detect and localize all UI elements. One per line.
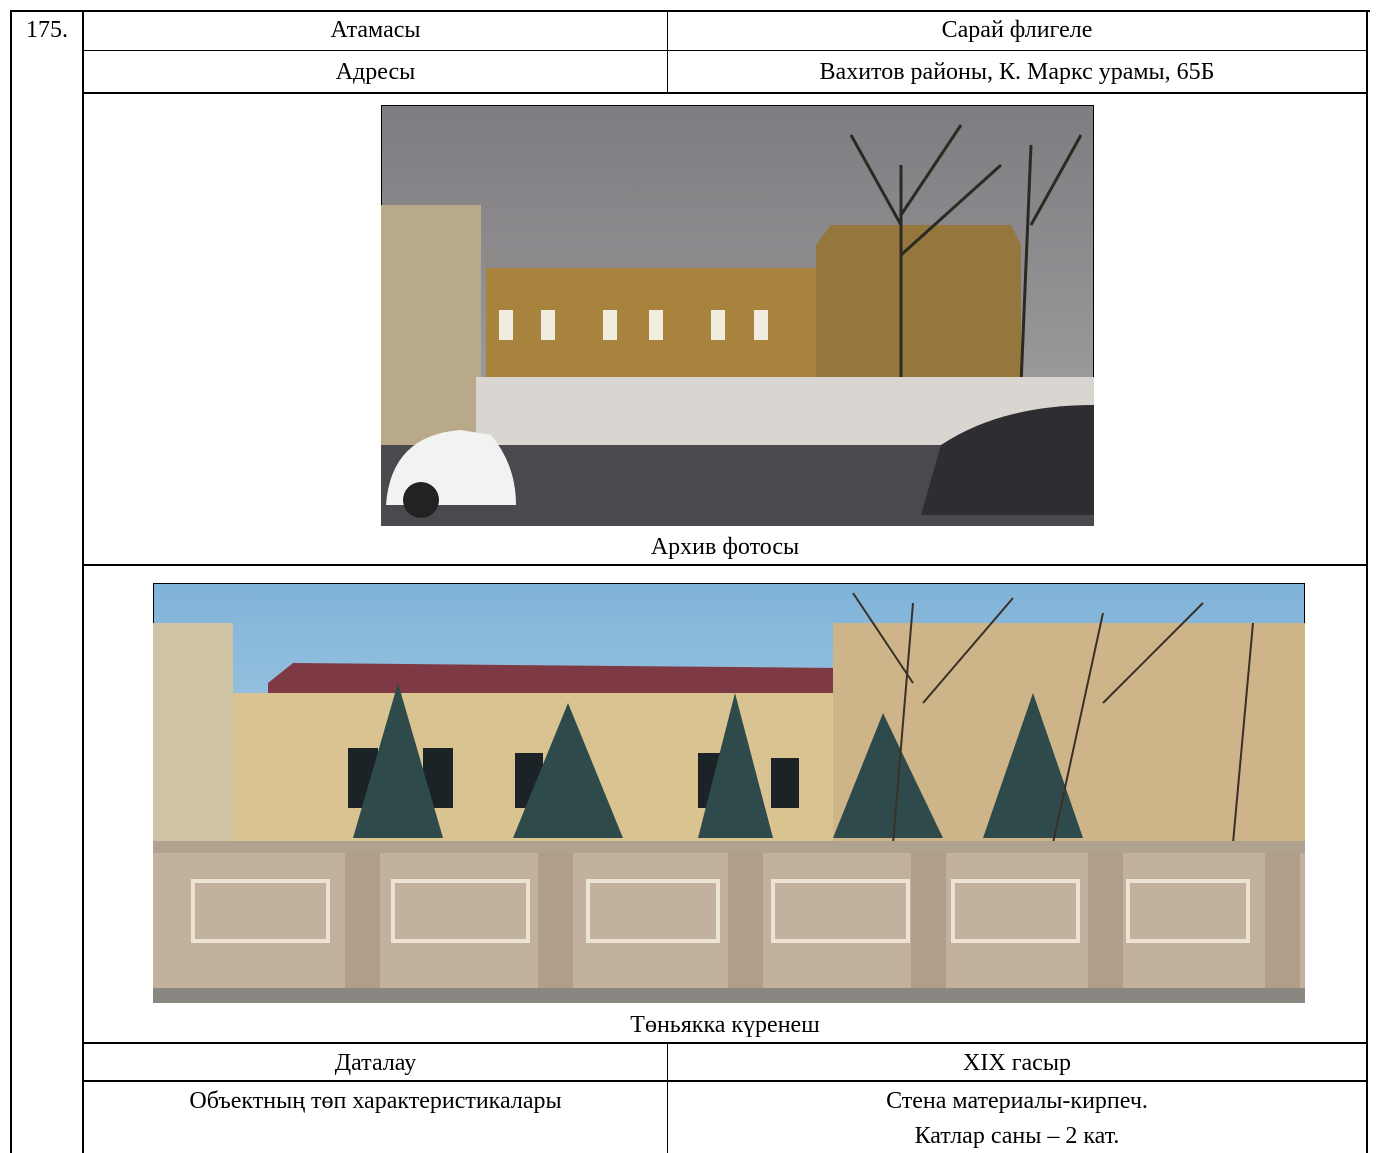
value: Катлар саны – 2 кат. <box>914 1123 1120 1149</box>
label: Даталау <box>334 1050 417 1076</box>
border <box>82 92 1368 94</box>
border <box>82 50 1368 51</box>
border <box>82 1080 1368 1082</box>
border <box>82 1042 1368 1044</box>
caption: Төньякка күренеш <box>630 1012 820 1038</box>
value: XIX гасыр <box>963 1050 1071 1076</box>
value: Вахитов районы, К. Маркс урамы, 65Б <box>819 59 1215 85</box>
archive-photo <box>381 105 1094 526</box>
item-number: 175. <box>26 17 68 43</box>
border <box>82 564 1368 566</box>
label: Адресы <box>335 59 416 85</box>
border <box>1366 10 1368 1153</box>
border <box>667 1043 668 1153</box>
value: Стена материалы-кирпеч. <box>886 1088 1148 1114</box>
value: Сарай флигеле <box>941 17 1093 43</box>
caption: Архив фотосы <box>650 534 800 560</box>
border <box>10 10 1370 12</box>
border <box>82 10 84 1153</box>
label: Атамасы <box>330 17 421 43</box>
current-photo <box>153 583 1305 1003</box>
border <box>10 10 12 1153</box>
border <box>667 10 668 93</box>
label: Объектның төп характеристикалары <box>189 1088 562 1114</box>
